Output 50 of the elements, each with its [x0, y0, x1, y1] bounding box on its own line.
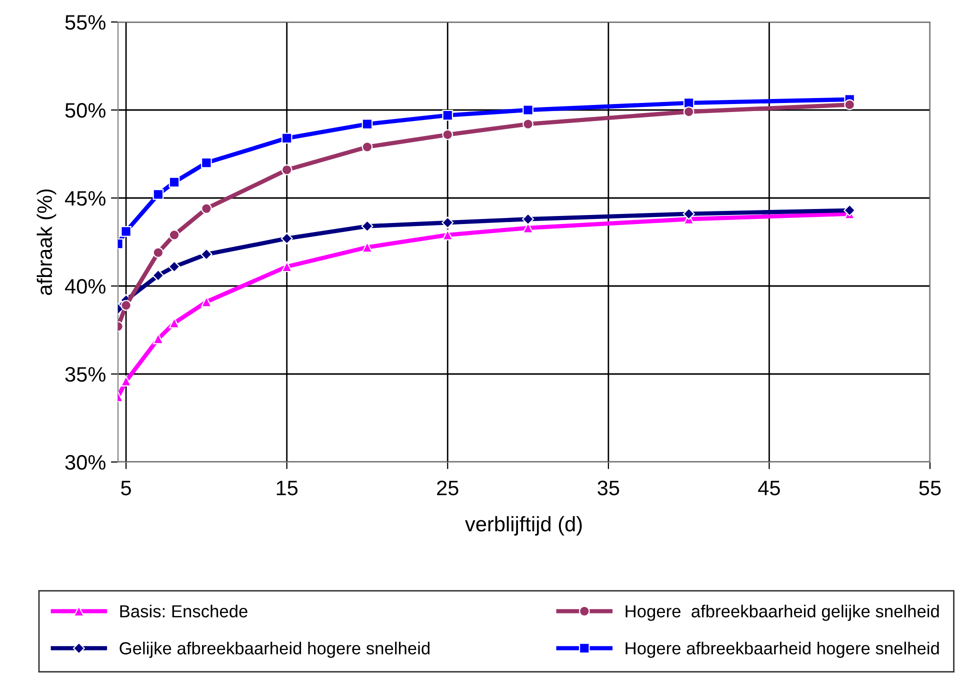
y-tick-label: 50% [65, 103, 106, 118]
point [442, 129, 454, 140]
x-tick-label: 55 [919, 480, 941, 496]
x-tick-label: 45 [758, 480, 780, 496]
point [361, 220, 374, 232]
point [120, 376, 132, 386]
legend-label: Hogere afbreekbaarheid hogere snelheid [626, 642, 939, 658]
point [152, 189, 164, 200]
y-tick-label: 55% [65, 15, 106, 30]
x-tick-label: 5 [121, 480, 131, 496]
point [168, 260, 180, 273]
point [442, 216, 454, 229]
point [442, 230, 454, 240]
x-tick-label: 35 [598, 480, 620, 496]
point [281, 132, 292, 144]
point [362, 142, 373, 152]
point [120, 300, 132, 311]
point [362, 118, 373, 130]
point [201, 203, 212, 214]
point [200, 248, 212, 260]
point [152, 269, 164, 282]
point [682, 208, 695, 220]
point [152, 247, 164, 258]
point [280, 232, 293, 244]
point [442, 110, 454, 121]
y-tick-label: 40% [64, 279, 106, 294]
point [522, 213, 534, 226]
y-tick-label: 30% [65, 455, 106, 470]
legend-label: Gelijke afbreekbaarheid hogere snelheid [120, 642, 430, 658]
x-tick-label: 25 [437, 480, 458, 496]
point [152, 333, 164, 344]
point [281, 164, 292, 176]
x-tick-label: 15 [276, 480, 298, 496]
point [168, 230, 180, 240]
legend-label: Basis: Enschede [120, 604, 248, 618]
point [168, 176, 180, 188]
point [168, 318, 180, 328]
legend-label: Hogere afbreekbaarheid gelijke snelheid [626, 604, 939, 621]
y-axis-title: afbraak (%) [36, 189, 56, 295]
point [683, 106, 694, 118]
y-tick-label: 45% [64, 191, 106, 206]
point [844, 204, 856, 216]
point [522, 118, 534, 130]
x-axis-title: verblijftijd (d) [465, 516, 582, 536]
point [844, 99, 856, 110]
point [201, 157, 212, 168]
point [120, 226, 132, 237]
point [522, 104, 534, 116]
point [281, 261, 292, 272]
y-tick-label: 35% [65, 367, 106, 382]
